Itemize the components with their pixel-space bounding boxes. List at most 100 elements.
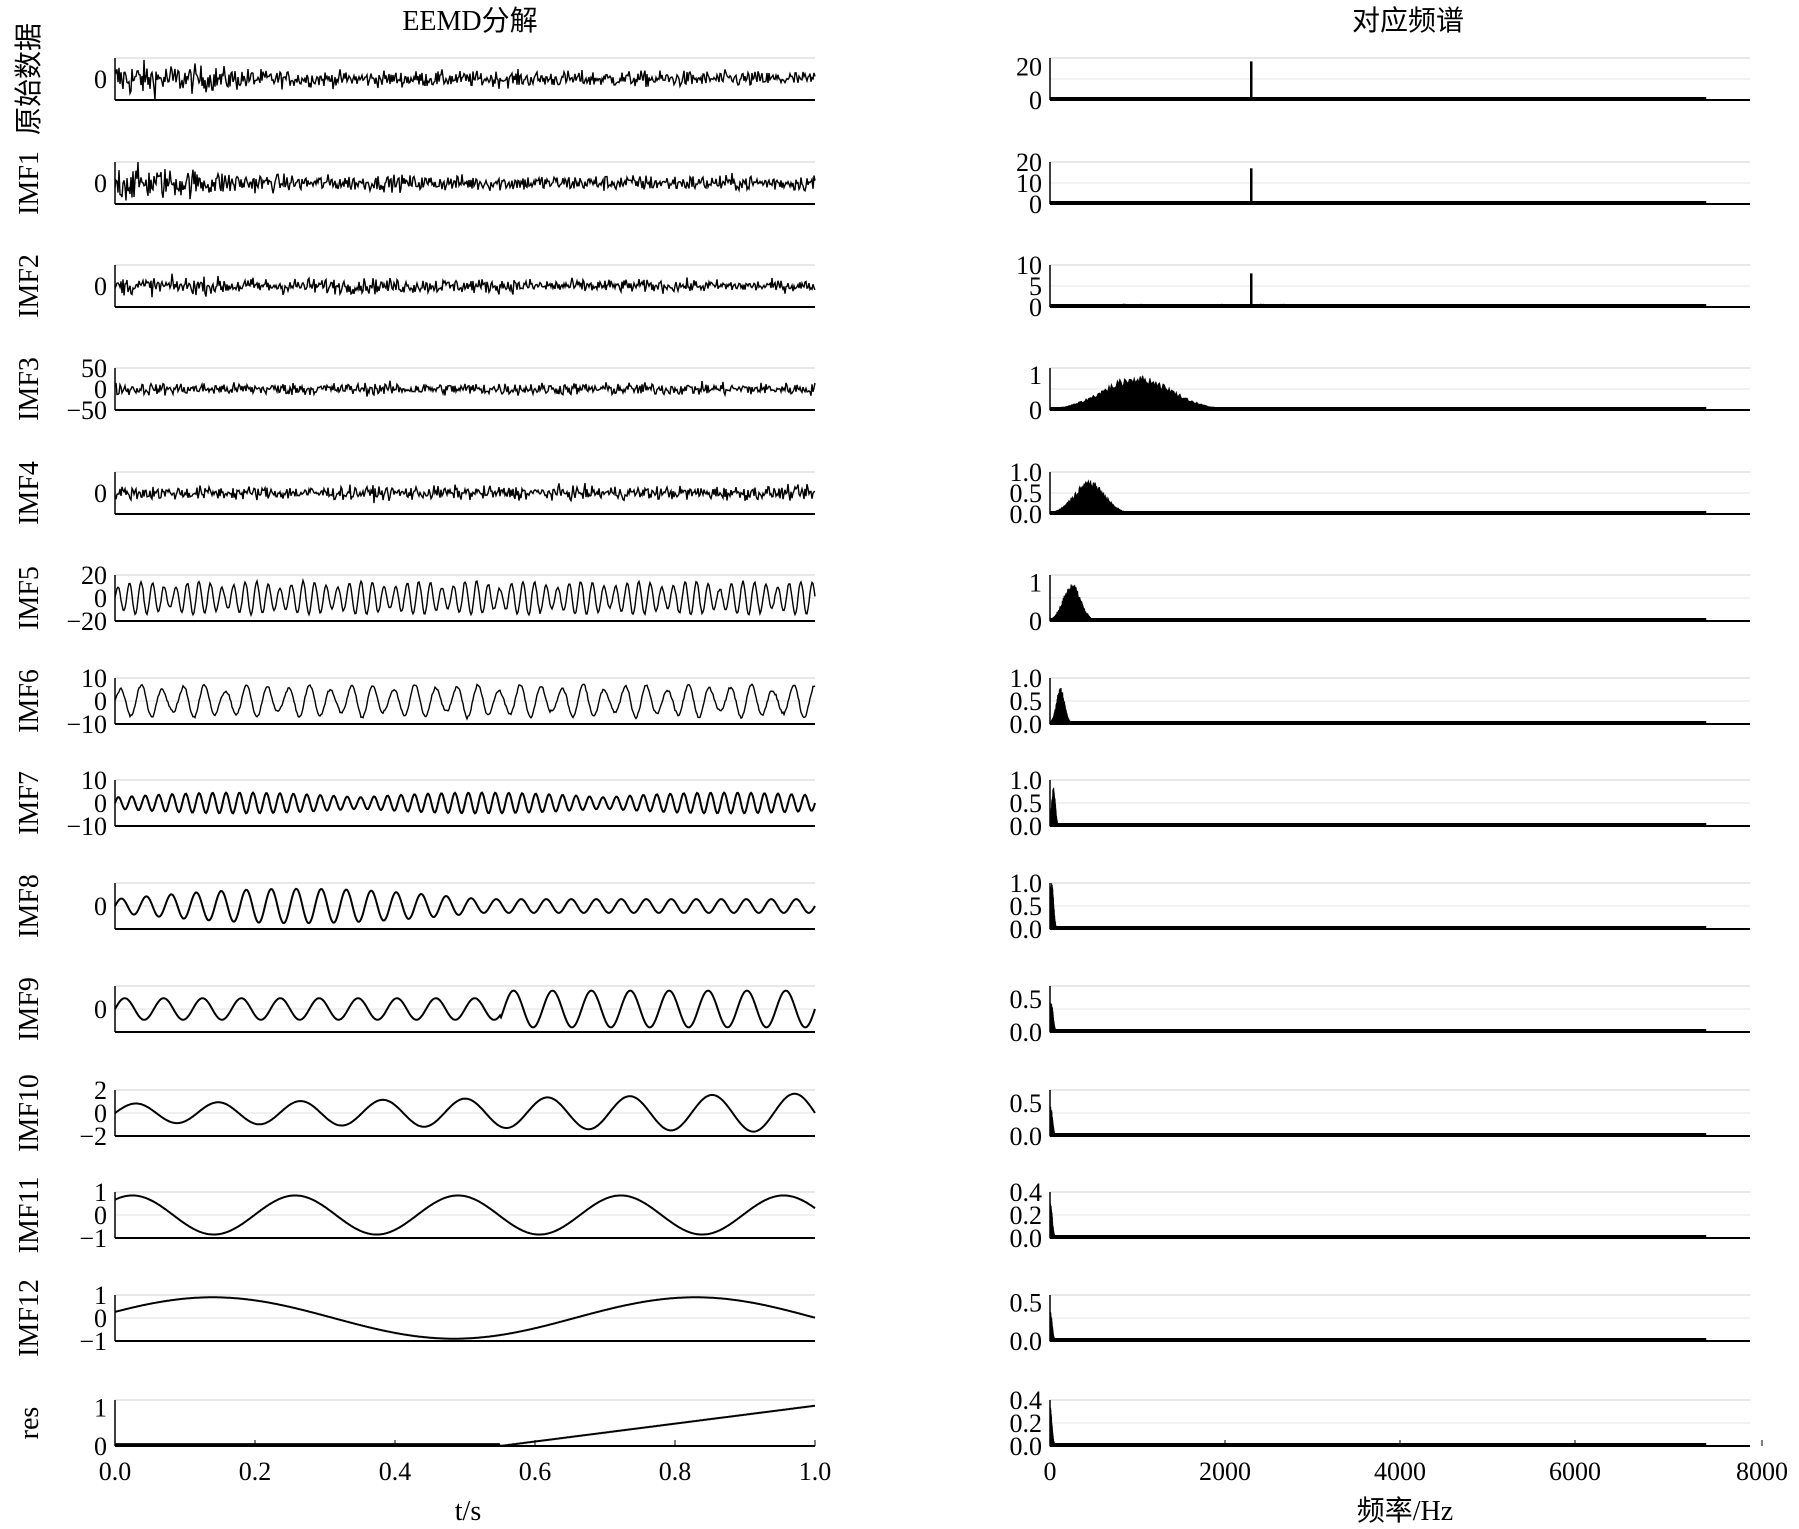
y-tick-label: 0 xyxy=(94,375,107,404)
eemd-panel-1: IMF1 0 xyxy=(14,151,816,215)
y-tick-label: 0.0 xyxy=(1010,500,1043,529)
signal-trace xyxy=(114,683,816,721)
y-tick-label: 0 xyxy=(1029,396,1042,425)
spectrum-panel-9: 0.50.0 xyxy=(1010,985,1750,1047)
y-tick-label: 0.0 xyxy=(1010,1018,1043,1047)
spectrum-panel-4: 1.00.50.0 xyxy=(1010,458,1750,529)
y-tick-label: 0 xyxy=(94,272,107,301)
y-tick-label: 0.2 xyxy=(1010,1409,1043,1438)
x-tick-label: 0.2 xyxy=(239,1457,272,1486)
row-label: IMF11 xyxy=(14,1177,45,1254)
eemd-panel-13: res 1 0 xyxy=(14,1394,816,1461)
x-tick-label: 0.4 xyxy=(379,1457,412,1486)
spectrum-hump xyxy=(1049,1106,1061,1137)
y-tick-label: 10 xyxy=(81,664,107,693)
y-tick-label: 0 xyxy=(94,584,107,613)
y-tick-label: −2 xyxy=(79,1122,107,1151)
y-tick-label: 1 xyxy=(94,1281,107,1310)
y-tick-label: 0 xyxy=(94,1201,107,1230)
y-tick-label: 0.4 xyxy=(1010,1178,1043,1207)
spectrum-hump xyxy=(1049,584,1099,622)
y-tick-label: 1.0 xyxy=(1010,869,1043,898)
y-tick-label: 1.0 xyxy=(1010,458,1043,487)
signal-trace xyxy=(114,989,816,1029)
y-tick-label: −10 xyxy=(66,710,107,739)
spectrum-panel-12: 0.50.0 xyxy=(1010,1289,1750,1356)
x-tick-label: 6000 xyxy=(1549,1457,1601,1486)
y-tick-label: 20 xyxy=(81,561,107,590)
y-tick-label: 0 xyxy=(94,1099,107,1128)
signal-trace xyxy=(114,161,816,201)
y-tick-label: 0 xyxy=(94,892,107,921)
y-tick-label: 5 xyxy=(1029,272,1042,301)
x-tick-label: 0.0 xyxy=(99,1457,132,1486)
signal-trace xyxy=(114,273,816,298)
row-label: 原始数据 xyxy=(13,23,45,135)
y-tick-label: 0.4 xyxy=(1010,1386,1043,1415)
y-tick-label: 0.0 xyxy=(1010,1224,1043,1253)
y-tick-label: 1 xyxy=(1029,361,1042,390)
y-tick-label: 0 xyxy=(1029,86,1042,115)
row-label: IMF12 xyxy=(14,1279,45,1357)
y-tick-label: 0.5 xyxy=(1010,985,1043,1014)
eemd-panel-5: IMF5 200−20 xyxy=(14,561,816,636)
row-label: IMF8 xyxy=(14,874,45,938)
y-tick-label: 0.0 xyxy=(1010,1122,1043,1151)
y-tick-label: −20 xyxy=(66,607,107,636)
y-tick-label: 0.5 xyxy=(1010,479,1043,508)
eemd-panel-8: IMF8 0 xyxy=(14,874,816,938)
y-tick-label: 10 xyxy=(1016,169,1042,198)
row-label: IMF4 xyxy=(14,461,45,525)
y-tick-label: 0 xyxy=(94,687,107,716)
y-tick-label: 0.5 xyxy=(1010,1089,1043,1118)
time-axis-label: t/s xyxy=(455,1496,481,1527)
spectrum-hump xyxy=(1049,787,1061,828)
spectrum-panel-13: 0.40.20.0 xyxy=(1010,1386,1750,1461)
y-tick-label: 1 xyxy=(94,1178,107,1207)
y-tick-label: 50 xyxy=(81,354,107,383)
row-label: IMF6 xyxy=(14,669,45,733)
y-tick-label: 0 xyxy=(94,479,107,508)
y-tick-label: 0.5 xyxy=(1010,789,1043,818)
row-label: IMF5 xyxy=(14,566,45,630)
y-tick-label: 0 xyxy=(94,1432,107,1461)
x-tick-label: 0 xyxy=(1044,1457,1057,1486)
signal-trace xyxy=(115,1404,816,1448)
eemd-panel-11: IMF11 10−1 xyxy=(14,1177,816,1254)
y-tick-label: −50 xyxy=(66,396,107,425)
y-tick-label: 0 xyxy=(1029,607,1042,636)
signal-trace xyxy=(114,1296,816,1340)
y-tick-label: 0.5 xyxy=(1010,687,1043,716)
x-tick-label: 8000 xyxy=(1736,1457,1788,1486)
spectrum-column-title: 对应频谱 xyxy=(1352,5,1464,37)
signal-trace xyxy=(114,482,816,504)
y-tick-label: 0 xyxy=(94,789,107,818)
spectrum-hump xyxy=(1049,1203,1061,1239)
x-tick-label: 2000 xyxy=(1199,1457,1251,1486)
eemd-column-title: EEMD分解 xyxy=(402,5,537,37)
y-tick-label: 2 xyxy=(94,1076,107,1105)
signal-trace xyxy=(114,887,816,925)
row-label: IMF3 xyxy=(14,357,45,421)
eemd-panel-6: IMF6 100−10 xyxy=(14,664,816,739)
row-label: IMF1 xyxy=(14,151,45,215)
eemd-panel-10: IMF10 20−2 xyxy=(14,1074,816,1152)
spectrum-hump xyxy=(1049,883,1061,930)
x-tick-label: 0.6 xyxy=(519,1457,552,1486)
y-tick-label: 0 xyxy=(94,995,107,1024)
row-label: IMF7 xyxy=(14,771,45,835)
y-tick-label: 0.0 xyxy=(1010,1432,1043,1461)
y-tick-label: −1 xyxy=(79,1224,107,1253)
y-tick-label: 0 xyxy=(1029,190,1042,219)
spectrum-hump xyxy=(1049,1406,1061,1447)
row-label: res xyxy=(14,1407,45,1440)
y-tick-label: 1 xyxy=(1029,569,1042,598)
y-tick-label: 0.5 xyxy=(1010,892,1043,921)
eemd-panel-0: 原始数据 0 xyxy=(13,23,816,135)
spectrum-hump xyxy=(1049,1311,1061,1342)
y-tick-label: 1 xyxy=(94,1394,107,1423)
